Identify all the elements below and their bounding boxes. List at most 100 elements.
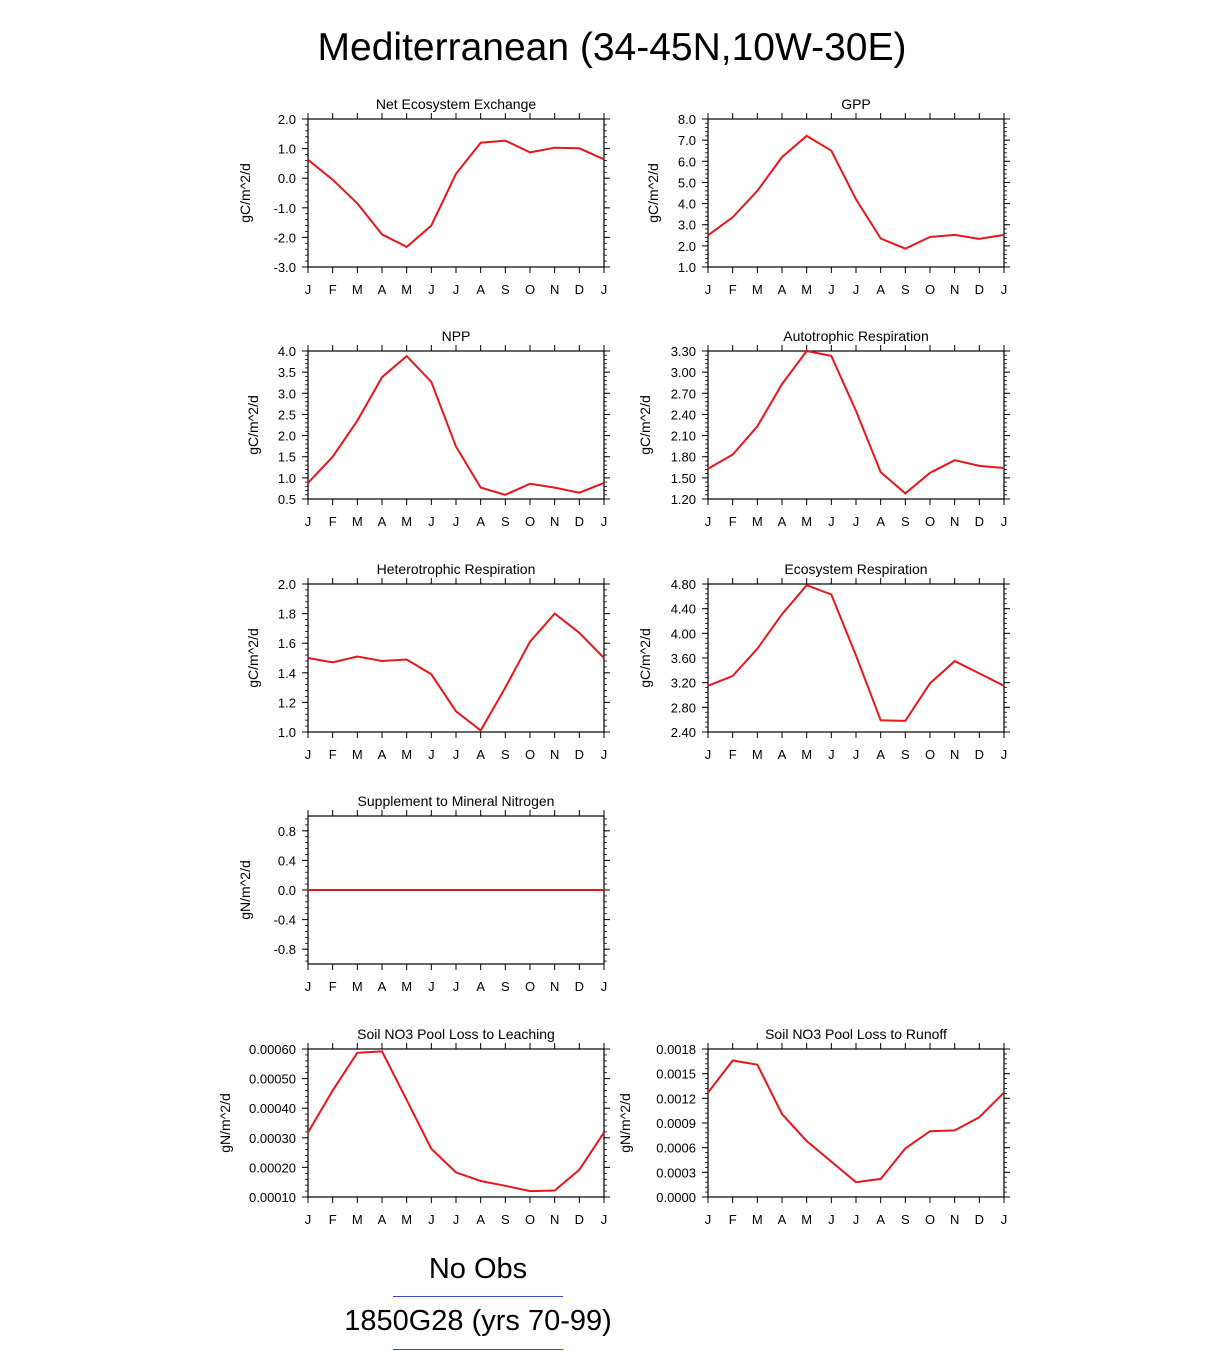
x-tick-label: N	[950, 514, 959, 529]
y-axis-label: gN/m^2/d	[217, 1093, 233, 1152]
x-tick-label: J	[305, 514, 312, 529]
x-tick-label: A	[378, 514, 387, 529]
x-tick-label: J	[453, 979, 460, 994]
y-tick-label: -0.4	[274, 913, 296, 928]
x-tick-label: J	[305, 747, 312, 762]
page-title: Mediterranean (34-45N,10W-30E)	[317, 26, 907, 69]
chart-title: Net Ecosystem Exchange	[376, 96, 537, 112]
y-tick-label: 1.0	[678, 260, 696, 275]
x-tick-label: J	[453, 1212, 460, 1227]
x-tick-label: F	[329, 282, 337, 297]
plot-frame	[707, 118, 1005, 268]
x-tick-label: O	[925, 747, 935, 762]
x-tick-label: M	[352, 1212, 363, 1227]
y-tick-label: 3.0	[678, 218, 696, 233]
x-tick-label: J	[428, 747, 435, 762]
x-tick-label: A	[778, 282, 787, 297]
series-line	[307, 354, 605, 496]
x-tick-label: D	[575, 747, 584, 762]
series-line	[307, 1050, 605, 1193]
x-tick-label: J	[853, 747, 860, 762]
x-tick-label: D	[575, 282, 584, 297]
plot-frame	[707, 1048, 1005, 1198]
y-axis-label: gC/m^2/d	[237, 163, 253, 222]
chart-panel-7: Soil NO3 Pool Loss to Leaching gN/m^2/d J F…	[217, 1026, 610, 1227]
x-tick-label: J	[428, 514, 435, 529]
x-tick-label: D	[975, 282, 984, 297]
x-tick-label: S	[901, 1212, 910, 1227]
x-tick-label: J	[705, 747, 712, 762]
y-axis-label: gN/m^2/d	[237, 860, 253, 919]
x-tick-label: S	[901, 514, 910, 529]
y-axis-label: gN/m^2/d	[617, 1093, 633, 1152]
chart-title: Ecosystem Respiration	[784, 561, 927, 577]
y-tick-label: 3.00	[671, 365, 696, 380]
chart-title: NPP	[442, 328, 471, 344]
y-tick-label: 0.0018	[656, 1042, 696, 1057]
x-tick-label: M	[352, 282, 363, 297]
x-tick-label: A	[378, 282, 387, 297]
x-tick-label: J	[428, 979, 435, 994]
x-tick-label: N	[950, 747, 959, 762]
x-tick-label: S	[901, 282, 910, 297]
x-tick-label: M	[801, 514, 812, 529]
y-tick-label: 4.40	[671, 602, 696, 617]
y-tick-label: 2.0	[678, 239, 696, 254]
x-tick-label: D	[575, 979, 584, 994]
y-tick-label: 0.4	[278, 853, 296, 868]
y-axis-label: gC/m^2/d	[245, 628, 261, 687]
y-tick-label: 1.20	[671, 492, 696, 507]
x-tick-label: J	[1001, 514, 1008, 529]
y-tick-label: 1.0	[278, 142, 296, 157]
x-tick-label: N	[550, 282, 559, 297]
y-tick-label: -3.0	[274, 260, 296, 275]
y-axis-label: gC/m^2/d	[645, 163, 661, 222]
series-line	[707, 1059, 1005, 1184]
x-tick-label: D	[975, 1212, 984, 1227]
y-tick-label: 1.5	[278, 450, 296, 465]
x-tick-label: O	[525, 979, 535, 994]
x-tick-label: M	[352, 979, 363, 994]
x-tick-label: J	[828, 1212, 835, 1227]
x-tick-label: J	[853, 1212, 860, 1227]
x-tick-label: F	[729, 1212, 737, 1227]
x-tick-label: J	[305, 282, 312, 297]
x-tick-label: J	[828, 514, 835, 529]
x-tick-label: J	[828, 747, 835, 762]
y-tick-label: 3.60	[671, 651, 696, 666]
y-tick-label: 1.80	[671, 450, 696, 465]
x-tick-label: J	[428, 1212, 435, 1227]
y-tick-label: 0.00040	[249, 1101, 296, 1116]
x-tick-label: F	[729, 514, 737, 529]
x-tick-label: O	[925, 514, 935, 529]
plot-frame	[307, 118, 605, 268]
x-tick-label: J	[705, 282, 712, 297]
y-tick-label: 0.0015	[656, 1067, 696, 1082]
x-tick-label: M	[752, 514, 763, 529]
y-tick-label: 3.5	[278, 365, 296, 380]
x-tick-label: M	[401, 979, 412, 994]
x-tick-label: F	[329, 979, 337, 994]
legend-line-model	[393, 1349, 563, 1350]
x-tick-label: A	[476, 747, 485, 762]
x-tick-label: N	[550, 1212, 559, 1227]
y-tick-label: 7.0	[678, 133, 696, 148]
y-tick-label: 8.0	[678, 112, 696, 127]
y-tick-label: 1.8	[278, 607, 296, 622]
chart-title: Soil NO3 Pool Loss to Leaching	[357, 1026, 555, 1042]
y-tick-label: 1.6	[278, 636, 296, 651]
x-tick-label: D	[975, 514, 984, 529]
plot-frame	[307, 1048, 605, 1198]
x-tick-label: S	[501, 747, 510, 762]
y-tick-label: 4.00	[671, 626, 696, 641]
x-tick-label: M	[401, 747, 412, 762]
y-tick-label: 0.0003	[656, 1165, 696, 1180]
chart-title: GPP	[841, 96, 871, 112]
x-tick-label: A	[476, 514, 485, 529]
y-tick-label: 0.0	[278, 883, 296, 898]
x-tick-label: J	[601, 979, 608, 994]
x-tick-label: O	[925, 282, 935, 297]
x-tick-label: D	[975, 747, 984, 762]
x-tick-label: J	[1001, 282, 1008, 297]
